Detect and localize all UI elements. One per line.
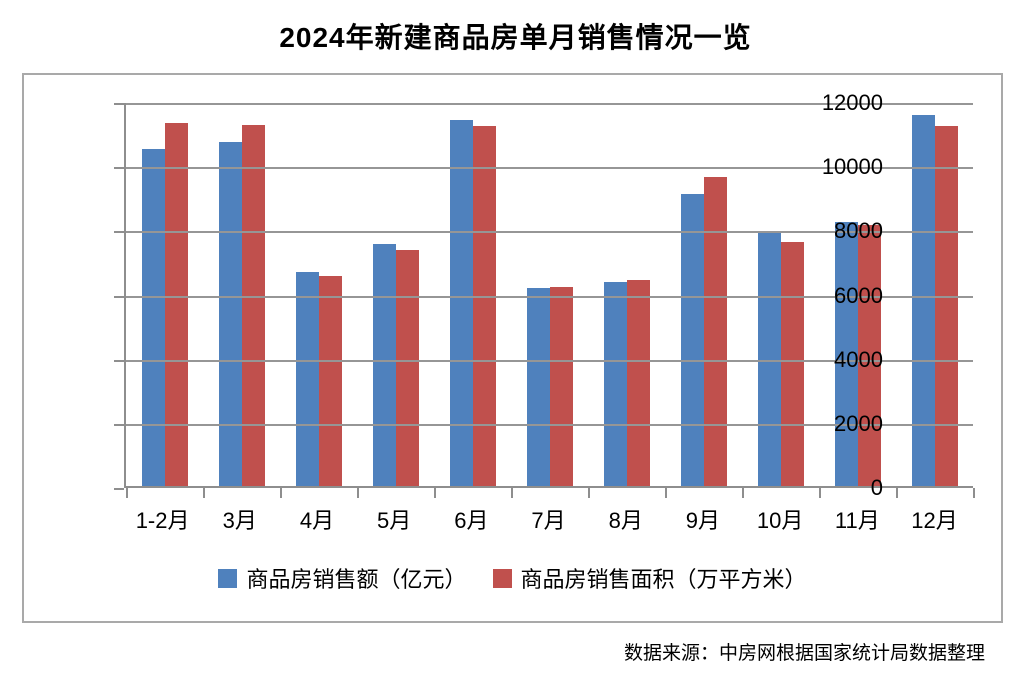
- gridline-8000: [126, 231, 973, 233]
- x-axis-label-3月: 3月: [222, 508, 257, 533]
- bar-sales-area-3月: [241, 125, 265, 486]
- bar-sales-area-4月: [318, 275, 342, 486]
- x-axis-tick: [896, 488, 898, 498]
- x-axis-tick: [126, 488, 128, 498]
- y-axis-tick-2000: [114, 424, 124, 426]
- bar-sales-amount-5月: [372, 243, 396, 486]
- legend-label-sales-amount: 商品房销售额（亿元）: [246, 567, 467, 592]
- x-axis-label-8月: 8月: [608, 508, 643, 533]
- bar-group-8月: [588, 103, 665, 498]
- x-axis-label-6月: 6月: [454, 508, 489, 533]
- bar-sales-amount-12月: [911, 114, 935, 486]
- gridline-10000: [126, 167, 973, 169]
- bar-sales-area-12月: [934, 126, 958, 486]
- y-axis-label-4000: 4000: [834, 347, 883, 372]
- legend-item-sales-amount: 商品房销售额（亿元）: [218, 562, 467, 594]
- bar-sales-amount-8月: [603, 281, 627, 486]
- bar-sales-area-6月: [472, 126, 496, 486]
- bar-sales-area-11月: [857, 224, 881, 486]
- y-axis-tick-10000: [114, 167, 124, 169]
- y-axis-label-12000: 12000: [821, 90, 883, 115]
- bar-groups: [126, 103, 975, 498]
- bar-sales-amount-3月: [218, 141, 242, 486]
- bar-sales-area-5月: [395, 250, 419, 486]
- bar-sales-area-9月: [703, 176, 727, 486]
- y-axis-tick-12000: [114, 103, 124, 105]
- x-axis-label-10月: 10月: [756, 508, 804, 533]
- x-axis-label-7月: 7月: [531, 508, 566, 533]
- y-axis-tick-4000: [114, 360, 124, 362]
- x-axis-tick: [280, 488, 282, 498]
- x-axis-tick: [511, 488, 513, 498]
- x-axis-tick: [434, 488, 436, 498]
- bar-group-4月: [280, 103, 357, 498]
- bar-sales-amount-4月: [295, 271, 319, 486]
- y-axis-label-2000: 2000: [834, 411, 883, 436]
- x-axis-tick: [588, 488, 590, 498]
- legend-swatch-blue-icon: [218, 568, 238, 588]
- legend: 商品房销售额（亿元） 商品房销售面积（万平方米）: [24, 562, 1001, 594]
- gridline-12000: [126, 103, 973, 105]
- y-axis-tick-6000: [114, 296, 124, 298]
- legend-label-sales-area: 商品房销售面积（万平方米）: [520, 567, 807, 592]
- y-axis-label-0: 0: [870, 475, 883, 500]
- x-axis-tick: [742, 488, 744, 498]
- x-axis-tick: [203, 488, 205, 498]
- bar-sales-amount-10月: [757, 231, 781, 486]
- bar-sales-area-8月: [626, 280, 650, 486]
- x-axis-tick: [665, 488, 667, 498]
- bar-group-11月: [819, 103, 896, 498]
- source-note: 数据来源：中房网根据国家统计局数据整理: [623, 643, 985, 664]
- x-axis-labels: 1-2月 3月 4月 5月 6月 7月 8月 9月 10月 11月 12月: [124, 503, 973, 535]
- bar-group-12月: [896, 103, 975, 498]
- bar-sales-amount-11月: [834, 222, 858, 486]
- gridline-2000: [126, 424, 973, 426]
- x-axis-tick-end: [973, 488, 975, 498]
- bar-sales-amount-1-2月: [141, 148, 165, 486]
- x-axis-label-1-2月: 1-2月: [135, 508, 190, 533]
- gridline-6000: [126, 296, 973, 298]
- legend-item-sales-area: 商品房销售面积（万平方米）: [492, 562, 807, 594]
- chart-frame: 0 2000 4000 6000 8000 10000 12000 1-2月 3月 4月 5月 6月…: [22, 73, 1003, 623]
- bar-sales-amount-7月: [526, 288, 550, 486]
- bar-sales-amount-6月: [449, 119, 473, 486]
- x-axis-label-4月: 4月: [299, 508, 335, 533]
- bar-sales-area-1-2月: [164, 123, 188, 486]
- y-axis-tick-0: [114, 488, 124, 490]
- plot-area: [114, 103, 975, 498]
- bar-group-3月: [203, 103, 280, 498]
- bar-sales-amount-9月: [680, 193, 704, 486]
- x-axis-label-12月: 12月: [911, 508, 958, 533]
- y-axis-label-10000: 10000: [821, 154, 883, 179]
- bar-group-5月: [357, 103, 434, 498]
- legend-swatch-red-icon: [492, 568, 512, 588]
- bar-group-9月: [665, 103, 742, 498]
- bar-group-7月: [511, 103, 588, 498]
- bar-group-1-2月: [126, 103, 203, 498]
- x-axis-label-11月: 11月: [834, 508, 880, 533]
- y-axis-tick-8000: [114, 231, 124, 233]
- x-axis-label-5月: 5月: [377, 508, 412, 533]
- y-axis-label-6000: 6000: [834, 283, 883, 308]
- chart-title: 2024年新建商品房单月销售情况一览: [279, 22, 752, 53]
- bar-sales-area-7月: [549, 287, 573, 486]
- x-axis-tick: [357, 488, 359, 498]
- gridline-4000: [126, 360, 973, 362]
- bar-group-6月: [434, 103, 511, 498]
- x-axis-label-9月: 9月: [685, 508, 721, 533]
- x-axis-tick: [819, 488, 821, 498]
- y-axis-label-8000: 8000: [834, 218, 883, 243]
